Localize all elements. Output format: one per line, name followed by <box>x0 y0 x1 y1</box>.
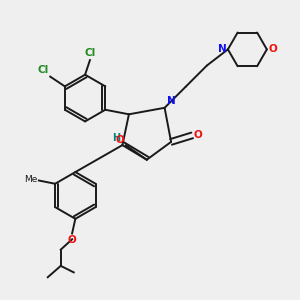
Text: Cl: Cl <box>38 65 49 75</box>
Text: N: N <box>167 96 176 106</box>
Text: O: O <box>68 235 76 245</box>
Text: H: H <box>112 133 120 142</box>
Text: Cl: Cl <box>84 49 96 58</box>
Text: O: O <box>194 130 203 140</box>
Text: O: O <box>268 44 277 54</box>
Text: N: N <box>218 44 226 54</box>
Text: O: O <box>115 135 124 145</box>
Text: Me: Me <box>24 176 37 184</box>
